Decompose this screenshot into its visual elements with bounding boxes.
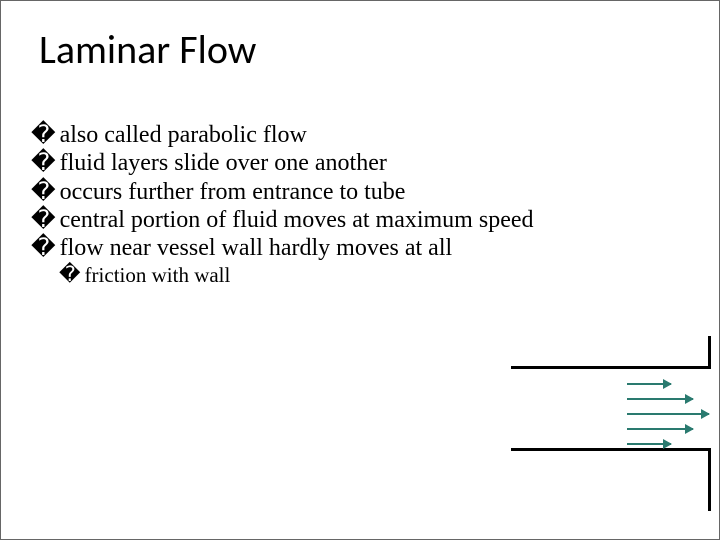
bullet-icon: �: [31, 234, 56, 262]
flow-arrow: [627, 398, 693, 400]
bullet-icon: �: [31, 178, 56, 206]
slide: Laminar Flow � also called parabolic flo…: [0, 0, 720, 540]
flow-arrow: [627, 443, 671, 445]
list-item: � also called parabolic flow: [31, 121, 551, 149]
bullet-text: also called parabolic flow: [60, 121, 551, 149]
tube-top-vertical: [708, 336, 711, 366]
slide-title: Laminar Flow: [39, 29, 256, 71]
bullet-icon: �: [31, 206, 56, 234]
bullet-text: fluid layers slide over one another: [60, 149, 551, 177]
flow-arrow: [627, 383, 671, 385]
tube-top-horizontal: [511, 366, 711, 369]
list-item: � flow near vessel wall hardly moves at …: [31, 234, 551, 262]
bullet-icon: �: [31, 121, 56, 149]
bullet-text: friction with wall: [85, 263, 551, 288]
flow-diagram: [511, 336, 720, 511]
list-item-sub: � friction with wall: [59, 263, 551, 288]
bullet-list: � also called parabolic flow � fluid lay…: [31, 121, 551, 287]
tube-bottom-horizontal: [511, 448, 711, 451]
bullet-icon: �: [31, 149, 56, 177]
flow-arrow: [627, 428, 693, 430]
bullet-icon: �: [59, 263, 81, 288]
bullet-text: flow near vessel wall hardly moves at al…: [60, 234, 551, 262]
list-item: � fluid layers slide over one another: [31, 149, 551, 177]
bullet-text: occurs further from entrance to tube: [60, 178, 551, 206]
bullet-text: central portion of fluid moves at maximu…: [60, 206, 551, 234]
list-item: � occurs further from entrance to tube: [31, 178, 551, 206]
list-item: � central portion of fluid moves at maxi…: [31, 206, 551, 234]
flow-arrow: [627, 413, 709, 415]
tube-bottom-vertical: [708, 448, 711, 511]
